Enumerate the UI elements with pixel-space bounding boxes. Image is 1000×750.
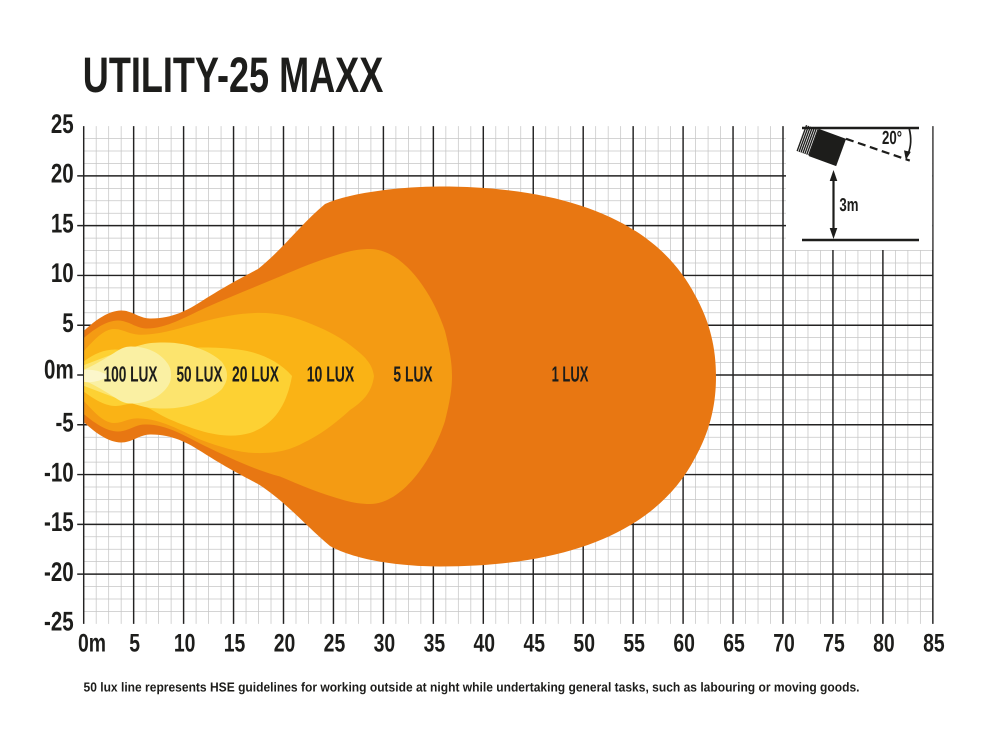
svg-text:30: 30 — [374, 630, 396, 658]
svg-text:5: 5 — [62, 308, 73, 338]
svg-text:45: 45 — [523, 630, 545, 658]
svg-text:UTILITY-25 MAXX: UTILITY-25 MAXX — [83, 47, 383, 103]
svg-text:100 LUX: 100 LUX — [103, 362, 157, 387]
svg-text:10: 10 — [174, 630, 196, 658]
svg-text:25: 25 — [324, 630, 346, 658]
svg-text:-25: -25 — [44, 607, 74, 637]
svg-text:35: 35 — [424, 630, 446, 658]
svg-text:20°: 20° — [882, 128, 902, 149]
svg-text:0m: 0m — [78, 630, 106, 658]
svg-text:15: 15 — [51, 208, 74, 238]
svg-text:-20: -20 — [44, 557, 74, 587]
svg-text:55: 55 — [623, 630, 645, 658]
svg-text:5: 5 — [129, 630, 140, 658]
svg-text:65: 65 — [723, 630, 745, 658]
svg-text:25: 25 — [51, 109, 74, 139]
svg-text:15: 15 — [224, 630, 246, 658]
svg-text:40: 40 — [474, 630, 496, 658]
svg-text:1 LUX: 1 LUX — [552, 362, 589, 387]
svg-text:-5: -5 — [55, 408, 73, 438]
svg-text:20: 20 — [51, 159, 74, 189]
svg-text:50: 50 — [573, 630, 595, 658]
svg-text:75: 75 — [823, 630, 845, 658]
svg-text:85: 85 — [923, 630, 945, 658]
svg-text:50 lux line represents HSE gui: 50 lux line represents HSE guidelines fo… — [84, 680, 860, 695]
svg-text:0m: 0m — [44, 354, 74, 384]
svg-text:60: 60 — [673, 630, 695, 658]
svg-text:5 LUX: 5 LUX — [393, 362, 432, 387]
svg-text:20 LUX: 20 LUX — [232, 362, 279, 387]
svg-text:10: 10 — [51, 258, 74, 288]
svg-text:80: 80 — [873, 630, 895, 658]
svg-text:50 LUX: 50 LUX — [177, 362, 223, 387]
svg-text:70: 70 — [773, 630, 795, 658]
svg-text:3m: 3m — [839, 194, 858, 215]
svg-text:-15: -15 — [44, 507, 74, 537]
svg-text:10 LUX: 10 LUX — [307, 362, 355, 387]
svg-text:-10: -10 — [44, 457, 74, 487]
svg-text:20: 20 — [274, 630, 296, 658]
